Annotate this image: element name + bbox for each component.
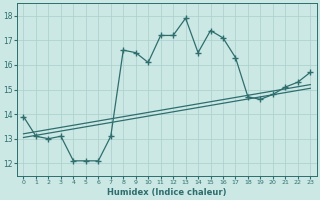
X-axis label: Humidex (Indice chaleur): Humidex (Indice chaleur) [107,188,227,197]
